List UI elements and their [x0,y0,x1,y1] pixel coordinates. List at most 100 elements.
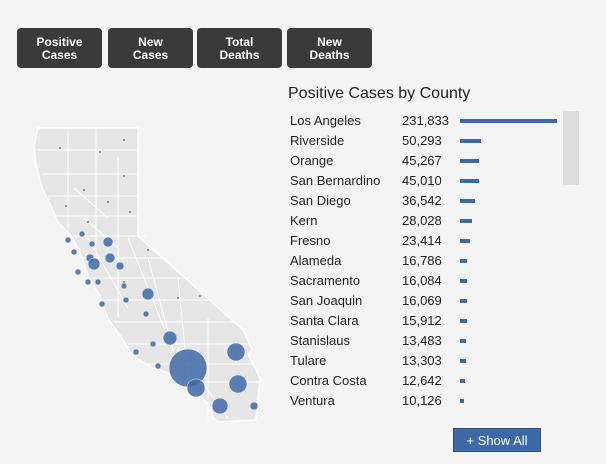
county-value: 10,126 [402,393,442,408]
centroid-dot [107,201,109,203]
show-all-button[interactable]: + Show All [453,428,541,452]
tab-new-cases[interactable]: New Cases [108,28,193,68]
county-name: Sacramento [290,273,361,288]
county-row[interactable]: Riverside 50,293 [290,132,560,152]
centroid-dot [199,295,201,297]
state-outline [33,127,261,423]
case-bubble[interactable] [102,236,114,248]
centroid-dot [123,281,125,283]
county-value: 45,010 [402,173,442,188]
centroid-dot [83,189,85,191]
county-name: Santa Clara [290,313,359,328]
county-name: San Bernardino [290,173,381,188]
county-value: 231,833 [402,113,449,128]
county-bar [460,279,467,283]
county-bar [460,299,467,303]
county-bar [460,119,557,123]
county-bar [460,399,464,403]
case-bubble[interactable] [88,240,96,248]
county-row[interactable]: Ventura 10,126 [290,392,560,412]
panel-title: Positive Cases by County [288,85,471,102]
county-bar [460,179,479,183]
county-bar [460,139,481,143]
case-bubble-riverside[interactable] [228,374,248,394]
case-bubble[interactable] [132,348,140,356]
county-row[interactable]: Sacramento 16,084 [290,272,560,292]
county-row[interactable]: San Joaquin 16,069 [290,292,560,312]
county-name: Los Angeles [290,113,361,128]
county-bar [460,199,475,203]
tab-positive-cases[interactable]: Positive Cases [17,28,102,68]
centroid-dot [123,139,125,141]
case-bubble[interactable] [70,248,78,256]
county-value: 15,912 [402,313,442,328]
case-bubble[interactable] [249,401,259,411]
county-row[interactable]: Alameda 16,786 [290,252,560,272]
tab-total-deaths[interactable]: Total Deaths [197,28,282,68]
centroid-dot [59,147,61,149]
case-bubble[interactable] [122,296,130,304]
county-name: Tulare [290,353,327,368]
case-bubble[interactable] [142,310,150,318]
case-bubble[interactable] [87,257,101,271]
county-value: 50,293 [402,133,442,148]
county-value: 13,303 [402,353,442,368]
county-name: Fresno [290,233,331,248]
case-bubble-orange[interactable] [186,378,206,398]
case-bubble-san-diego[interactable] [211,397,229,415]
county-value: 16,786 [402,253,442,268]
centroid-dot [129,211,131,213]
county-row[interactable]: San Bernardino 45,010 [290,172,560,192]
county-bar [460,239,470,243]
case-bubble[interactable] [115,261,125,271]
case-bubble[interactable] [104,252,116,264]
case-bubbles[interactable] [64,230,259,415]
county-name: San Diego [290,193,351,208]
county-value: 23,414 [402,233,442,248]
county-row[interactable]: Los Angeles 231,833 [290,112,560,132]
county-row[interactable]: Orange 45,267 [290,152,560,172]
county-bar [460,219,472,223]
case-bubble[interactable] [64,236,72,244]
centroid-dot [87,221,89,223]
county-bar [460,319,467,323]
tab-new-deaths[interactable]: New Deaths [287,28,372,68]
county-value: 45,267 [402,153,442,168]
county-bar [460,379,465,383]
county-value: 36,542 [402,193,442,208]
county-bar [460,259,467,263]
case-bubble-san-bernardino[interactable] [226,342,246,362]
county-bar [460,359,466,363]
county-row[interactable]: Tulare 13,303 [290,352,560,372]
county-value: 13,483 [402,333,442,348]
case-bubble-fresno[interactable] [141,287,155,301]
case-bubble[interactable] [154,362,162,370]
case-bubble[interactable] [120,282,128,290]
case-bubble[interactable] [84,278,92,286]
county-name: Kern [290,213,318,228]
case-bubble[interactable] [149,340,157,348]
county-row[interactable]: Kern 28,028 [290,212,560,232]
california-map[interactable] [28,118,278,428]
county-row[interactable]: Contra Costa 12,642 [290,372,560,392]
case-bubble[interactable] [74,268,82,276]
county-name: San Joaquin [290,293,363,308]
case-bubble-kern[interactable] [162,330,178,346]
county-name: Alameda [290,253,342,268]
county-value: 16,084 [402,273,442,288]
county-value: 16,069 [402,293,442,308]
case-bubble[interactable] [98,300,106,308]
centroid-dot [177,297,179,299]
county-name: Riverside [290,133,345,148]
county-bar [460,159,479,163]
county-row[interactable]: San Diego 36,542 [290,192,560,212]
county-row[interactable]: Stanislaus 13,483 [290,332,560,352]
scrollbar-thumb[interactable] [563,111,579,185]
county-name: Contra Costa [290,373,367,388]
case-bubble[interactable] [78,230,86,238]
case-bubble[interactable] [94,278,102,286]
centroid-dot [123,175,125,177]
county-row[interactable]: Santa Clara 15,912 [290,312,560,332]
county-bar [460,339,466,343]
county-row[interactable]: Fresno 23,414 [290,232,560,252]
